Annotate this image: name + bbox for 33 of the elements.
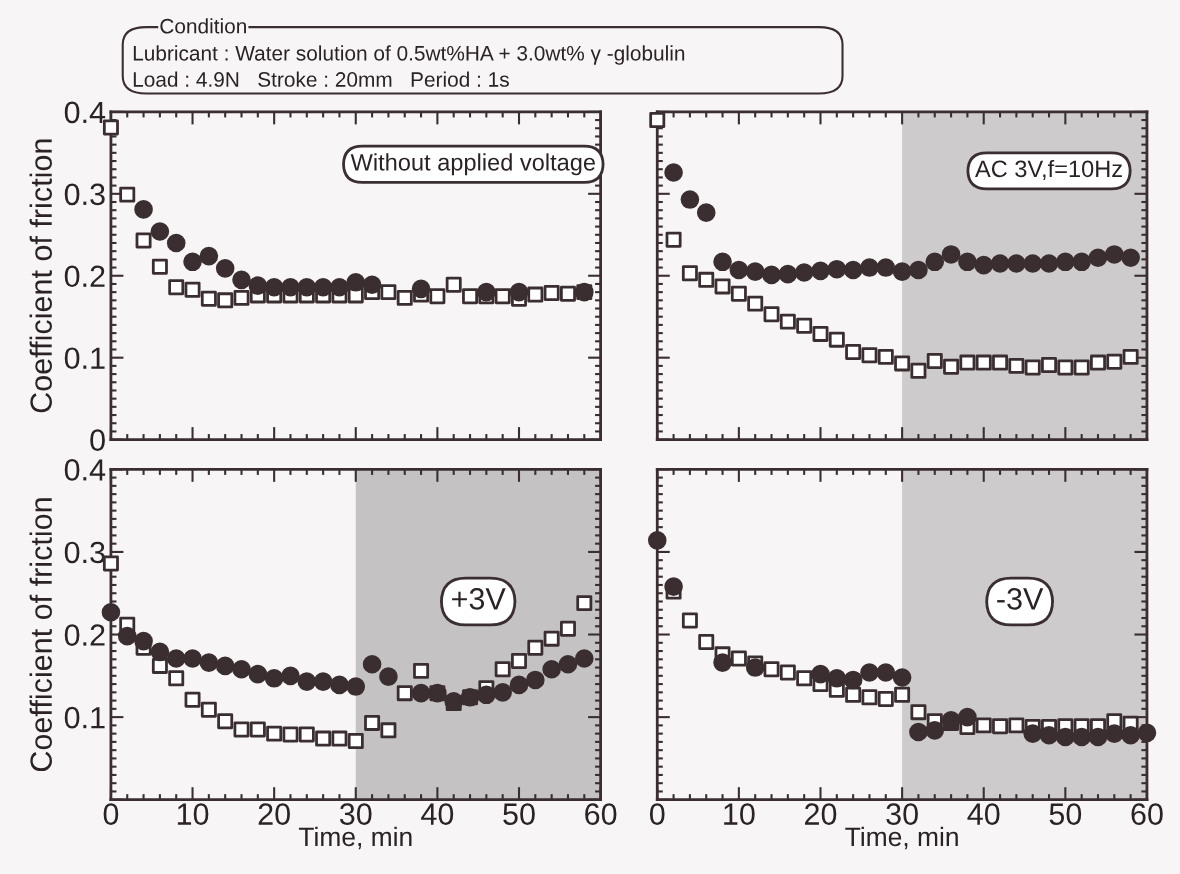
x-tick-label: 60 [1131,803,1163,825]
text: Condition [160,18,246,34]
x-tick-label: 50 [503,803,535,825]
x-tick-label: 30 [339,803,372,825]
x-tick-label: 10 [724,803,755,825]
y-tick-label: 0.2 [64,624,105,646]
x-axis-title: Time, min [298,826,412,850]
y-tick-label: 0.3 [64,541,105,564]
x-tick-label: 40 [421,803,454,825]
y-tick-label: 0.3 [64,183,105,206]
annotation: Without applied voltage [350,153,595,176]
x-axis-title: Time, min [845,826,958,850]
x-tick-label: 20 [805,803,837,825]
y-tick-label: 0.2 [64,265,105,288]
annotation: -3V [997,588,1044,610]
x-tick-label: 0 [649,803,665,825]
y-tick-label: 0 [90,429,105,451]
annotation: +3V [452,588,506,610]
x-tick-label: 40 [967,803,1000,825]
y-axis-title: Coefficient of friction [29,139,52,413]
x-tick-label: 10 [177,803,209,825]
y-tick-label: 0.1 [64,706,105,729]
x-tick-label: 60 [585,803,617,825]
y-tick-label: 0.1 [64,347,105,370]
y-tick-label: 0.4 [64,101,106,124]
y-tick-label: 0.4 [64,459,106,481]
annotation: AC 3V,f=10Hz [975,159,1122,180]
x-tick-label: 50 [1049,803,1082,825]
x-tick-label: 20 [258,803,290,825]
text: Lubricant : Water solution of 0.5wt%HA + 3.0wt% γ -globulin [133,45,685,65]
text: Load : 4.9N Stroke : 20mm Period : 1s [133,71,509,87]
y-axis-title: Coefficient of friction [29,498,52,772]
x-tick-label: 30 [886,803,918,825]
